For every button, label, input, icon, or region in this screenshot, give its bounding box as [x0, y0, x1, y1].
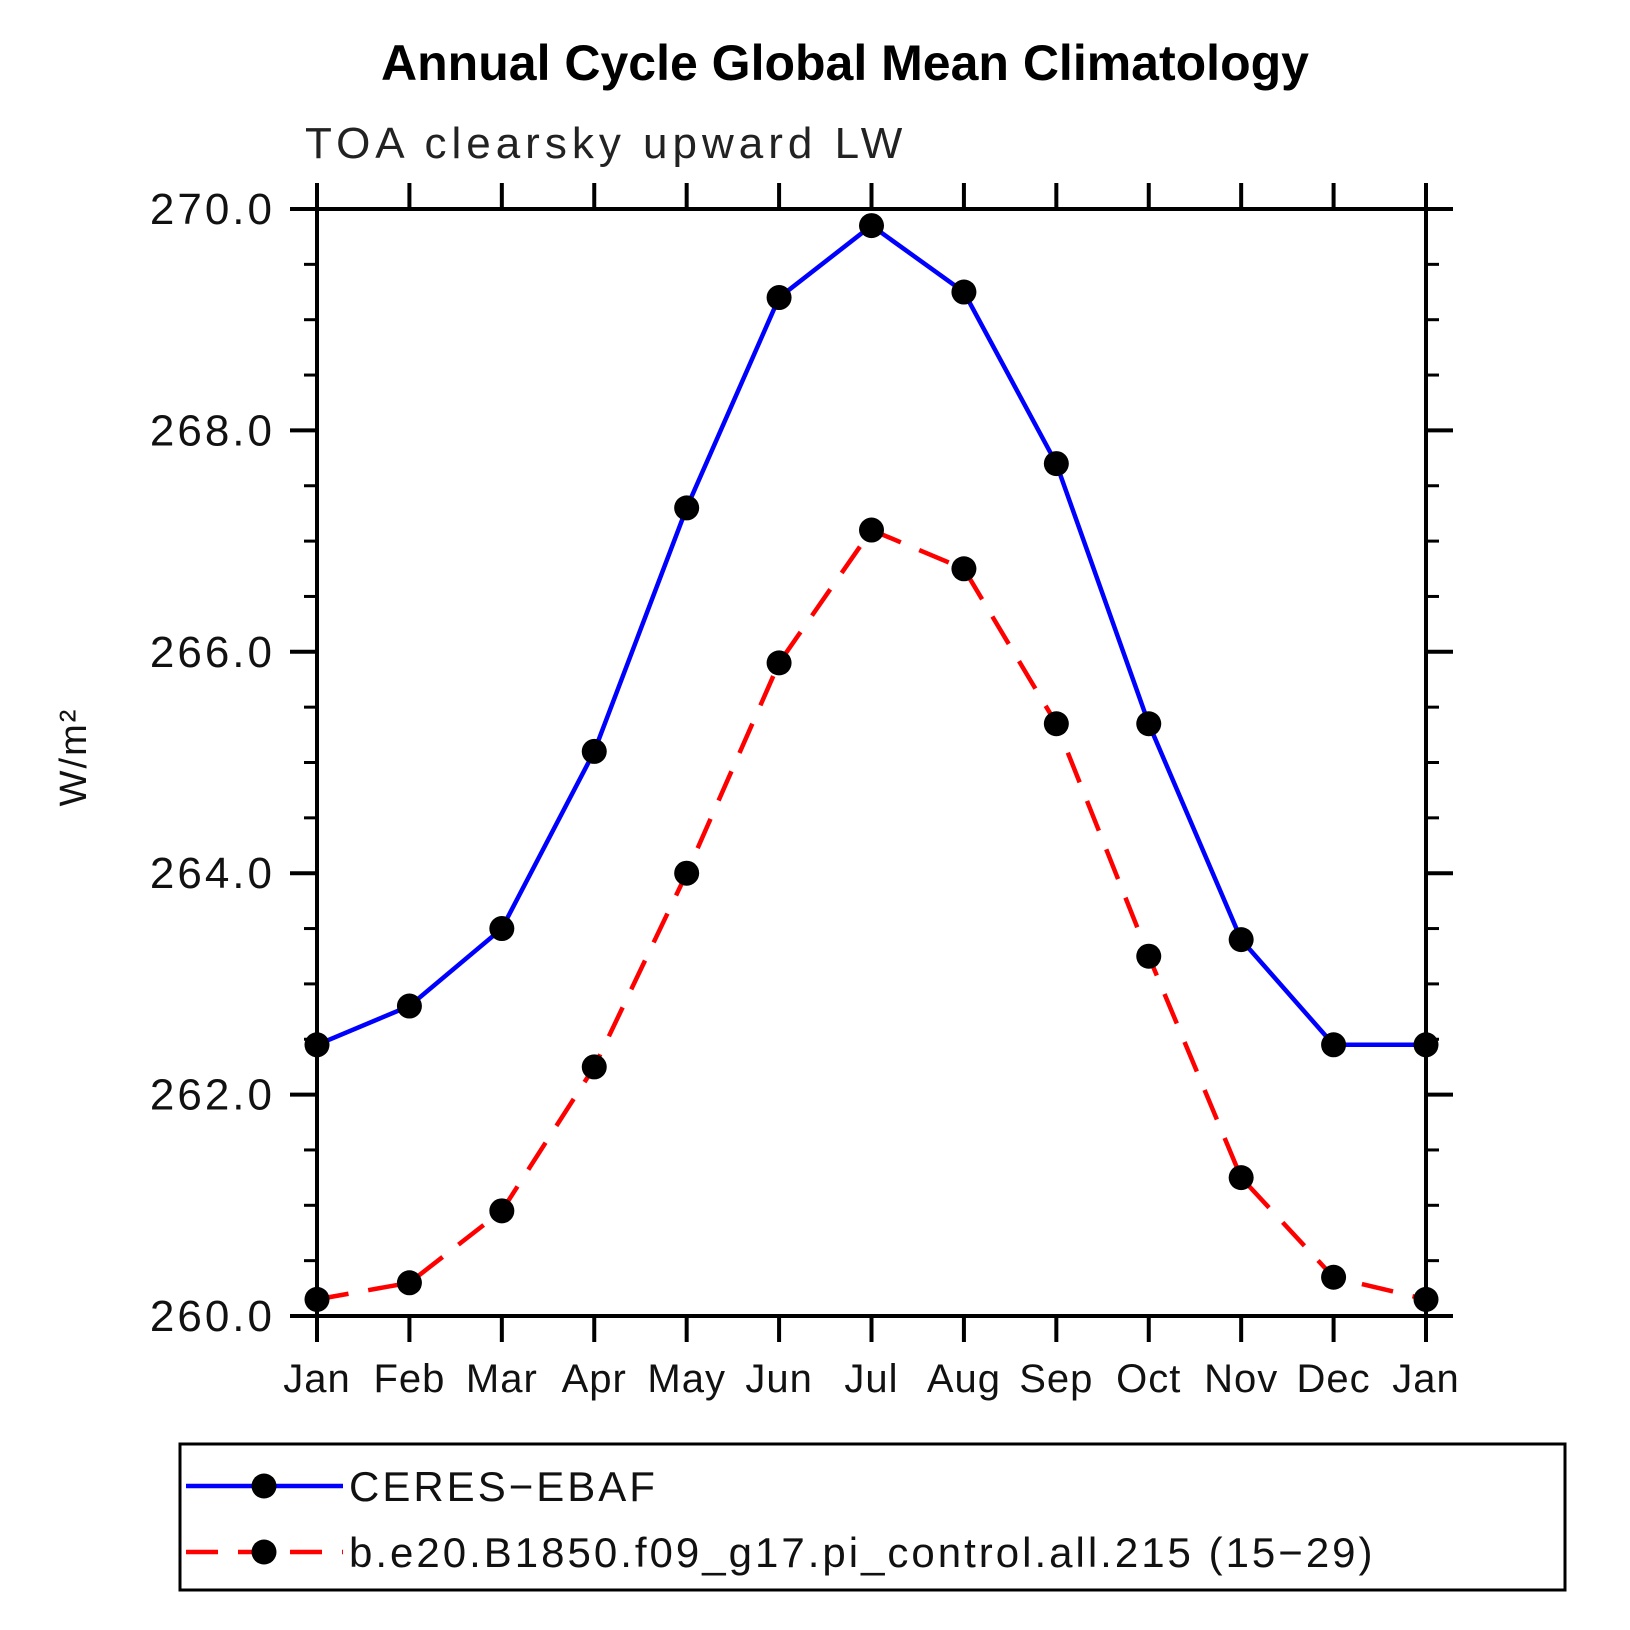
y-axis-tick-label: 266.0 — [150, 628, 275, 677]
data-point-marker — [859, 517, 884, 543]
y-axis-label: W/m² — [53, 708, 95, 807]
data-point-marker — [489, 916, 515, 942]
data-point-marker — [581, 1054, 607, 1080]
x-axis-month-label: Jan — [1392, 1357, 1460, 1401]
data-point-marker — [581, 738, 607, 764]
x-axis-month-label: May — [647, 1357, 726, 1401]
data-point-marker — [1043, 711, 1069, 737]
y-axis-tick-label: 264.0 — [150, 849, 275, 898]
data-point-marker — [396, 993, 422, 1019]
legend: CERES−EBAF b.e20.B1850.f09_g17.pi_contro… — [178, 1442, 1567, 1592]
legend-label-model: b.e20.B1850.f09_g17.pi_control.all.215 (… — [349, 1529, 1376, 1576]
legend-label-observation: CERES−EBAF — [349, 1463, 658, 1510]
x-axis-month-label: Sep — [1019, 1357, 1093, 1401]
x-axis-month-label: Jan — [283, 1357, 351, 1401]
x-axis-month-label: Dec — [1297, 1357, 1371, 1401]
data-point-marker — [1321, 1264, 1347, 1290]
series-line — [316, 222, 1426, 1048]
x-axis-month-label: Oct — [1116, 1357, 1181, 1401]
data-point-marker — [1136, 943, 1162, 969]
data-point-marker — [1413, 1032, 1439, 1058]
data-point-marker — [396, 1270, 422, 1296]
data-point-marker — [1136, 711, 1162, 737]
chart-title: Annual Cycle Global Mean Climatology — [381, 35, 1309, 91]
data-point-marker — [766, 650, 792, 676]
data-point-marker — [304, 1286, 330, 1312]
x-axis-month-label: Nov — [1204, 1357, 1278, 1401]
x-axis-month-label: Jul — [844, 1357, 898, 1401]
x-axis-month-label: Feb — [373, 1357, 445, 1401]
plot-frame — [315, 207, 1428, 1318]
y-axis-tick-label: 270.0 — [150, 185, 275, 234]
x-axis-month-label: Jun — [745, 1357, 813, 1401]
legend-marker-icon — [251, 1473, 277, 1499]
data-point-marker — [1413, 1286, 1439, 1312]
data-point-marker — [489, 1198, 515, 1224]
x-axis-month-label: Aug — [927, 1357, 1001, 1401]
data-point-marker — [1228, 927, 1254, 953]
y-axis-tick-label: 268.0 — [150, 406, 275, 455]
legend-marker-icon — [251, 1539, 277, 1565]
data-point-marker — [951, 279, 977, 305]
y-axis-tick-label: 262.0 — [150, 1071, 275, 1120]
data-point-marker — [859, 213, 884, 239]
legend-box — [178, 1442, 1567, 1592]
data-point-marker — [1321, 1032, 1347, 1058]
data-point-marker — [766, 285, 792, 311]
legend-entry-model: b.e20.B1850.f09_g17.pi_control.all.215 (… — [186, 1529, 1376, 1576]
data-point-marker — [1228, 1165, 1254, 1191]
data-point-marker — [951, 556, 977, 582]
chart-subtitle: TOA clearsky upward LW — [305, 119, 907, 168]
legend-entry-observation: CERES−EBAF — [186, 1463, 658, 1510]
series-line — [316, 527, 1427, 1302]
x-axis-month-label: Apr — [562, 1357, 627, 1401]
data-point-marker — [674, 860, 700, 886]
data-point-marker — [674, 495, 700, 521]
plot-area: Jan Feb Mar Apr May Jun Jul Aug Sep Oct Nov Dec Jan2… — [150, 183, 1460, 1401]
y-axis-tick-label: 260.0 — [150, 1292, 275, 1341]
x-axis-month-label: Mar — [466, 1357, 538, 1401]
data-point-marker — [1043, 451, 1069, 477]
data-point-marker — [304, 1032, 330, 1058]
